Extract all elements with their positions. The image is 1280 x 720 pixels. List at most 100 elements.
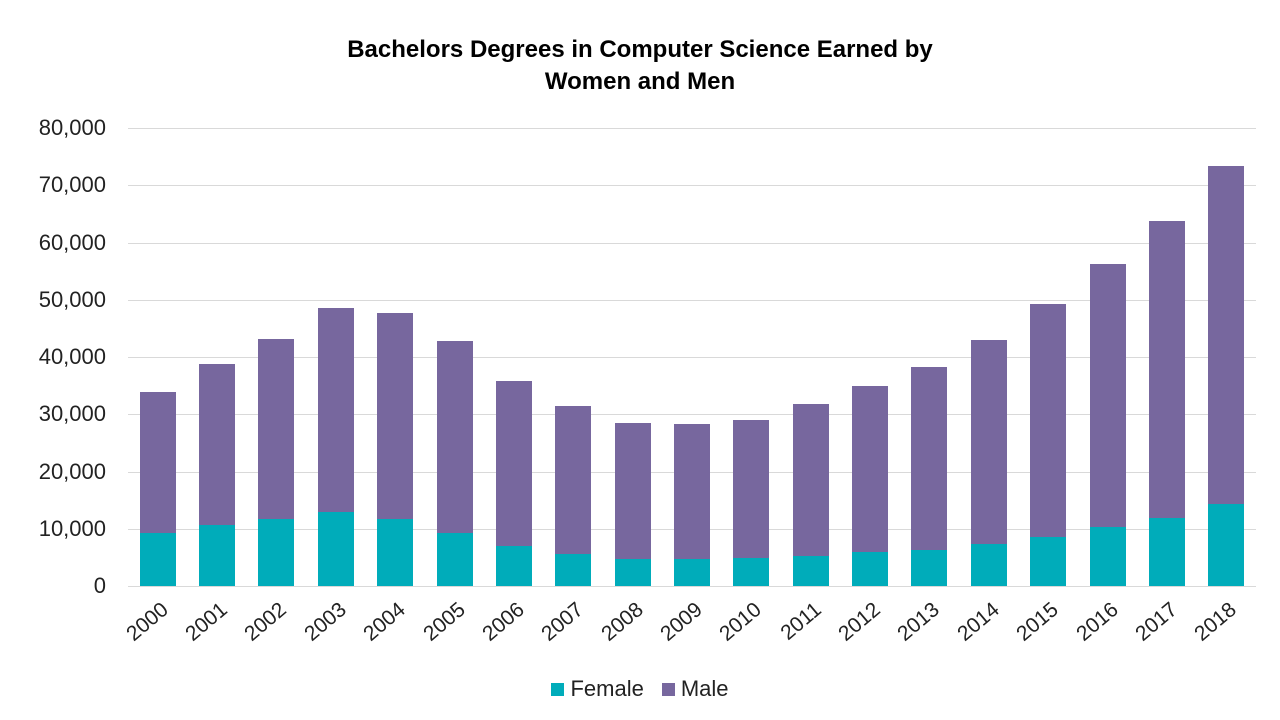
bar-2013[interactable] bbox=[911, 366, 948, 586]
bar-segment-female[interactable] bbox=[911, 549, 948, 586]
legend-label-male: Male bbox=[680, 676, 729, 701]
bar-segment-female[interactable] bbox=[733, 557, 770, 586]
y-tick-label: 20,000 bbox=[38, 458, 106, 484]
gridline bbox=[128, 299, 1256, 301]
bar-segment-female[interactable] bbox=[258, 519, 295, 586]
bar-segment-female[interactable] bbox=[792, 556, 829, 586]
bar-segment-male[interactable] bbox=[199, 363, 236, 525]
legend-item-female[interactable]: Female bbox=[551, 676, 644, 702]
bar-2018[interactable] bbox=[1208, 165, 1245, 586]
y-tick-label: 70,000 bbox=[38, 172, 106, 198]
y-tick-label: 40,000 bbox=[38, 344, 106, 369]
bar-2006[interactable] bbox=[495, 381, 532, 586]
chart-title: Bachelors Degrees in Computer Science Ea… bbox=[0, 34, 1280, 98]
bar-2014[interactable] bbox=[970, 339, 1007, 586]
chart-title-line-1: Bachelors Degrees in Computer Science Ea… bbox=[347, 36, 933, 63]
bar-segment-male[interactable] bbox=[614, 422, 651, 560]
bar-segment-female[interactable] bbox=[852, 552, 889, 586]
legend-item-male[interactable]: Male bbox=[661, 676, 729, 702]
x-tick-label: 2010 bbox=[715, 598, 767, 646]
gridline bbox=[128, 414, 1256, 416]
bar-segment-male[interactable] bbox=[317, 307, 354, 513]
bar-2015[interactable] bbox=[1030, 303, 1067, 586]
bar-segment-female[interactable] bbox=[139, 532, 176, 586]
x-tick-label: 2015 bbox=[1012, 598, 1063, 646]
x-tick-label: 2000 bbox=[121, 598, 173, 646]
bar-segment-female[interactable] bbox=[555, 553, 592, 586]
bar-segment-female[interactable] bbox=[1148, 517, 1185, 586]
male-swatch-icon bbox=[661, 682, 675, 696]
bar-segment-male[interactable] bbox=[674, 423, 710, 560]
bar-2005[interactable] bbox=[436, 340, 473, 586]
bar-segment-female[interactable] bbox=[674, 559, 710, 586]
x-tick-label: 2002 bbox=[240, 598, 292, 646]
y-tick-label: 60,000 bbox=[38, 229, 106, 255]
bar-segment-male[interactable] bbox=[852, 386, 889, 553]
x-tick-label: 2003 bbox=[299, 598, 351, 646]
bar-segment-female[interactable] bbox=[614, 559, 651, 586]
bar-2000[interactable] bbox=[139, 391, 176, 586]
bar-segment-female[interactable] bbox=[1030, 536, 1067, 586]
y-tick-label: 80,000 bbox=[38, 115, 106, 140]
x-tick-label: 2008 bbox=[596, 598, 648, 646]
bar-segment-female[interactable] bbox=[436, 532, 473, 586]
x-tick-label: 2014 bbox=[953, 598, 1004, 646]
bar-segment-male[interactable] bbox=[911, 366, 948, 550]
bar-segment-male[interactable] bbox=[970, 339, 1007, 544]
bar-2003[interactable] bbox=[317, 307, 354, 586]
bar-segment-female[interactable] bbox=[970, 543, 1007, 586]
y-tick-label: 30,000 bbox=[38, 401, 106, 427]
x-tick-label: 2018 bbox=[1190, 598, 1242, 646]
bar-segment-male[interactable] bbox=[792, 403, 829, 557]
bar-segment-male[interactable] bbox=[733, 419, 770, 558]
bar-segment-female[interactable] bbox=[377, 519, 414, 586]
bar-segment-female[interactable] bbox=[1208, 504, 1245, 586]
bar-segment-male[interactable] bbox=[436, 340, 473, 533]
x-tick-label: 2012 bbox=[834, 598, 885, 646]
x-tick-label: 2017 bbox=[1131, 598, 1182, 646]
bar-segment-male[interactable] bbox=[1208, 165, 1245, 505]
bar-segment-male[interactable] bbox=[1089, 264, 1126, 528]
x-tick-label: 2001 bbox=[181, 598, 232, 646]
bar-2012[interactable] bbox=[852, 386, 889, 586]
bar-2017[interactable] bbox=[1148, 220, 1185, 586]
bar-segment-male[interactable] bbox=[377, 312, 414, 520]
legend-label-female: Female bbox=[570, 676, 644, 701]
bar-2001[interactable] bbox=[199, 363, 236, 586]
gridline bbox=[128, 357, 1256, 358]
x-tick-label: 2009 bbox=[656, 598, 707, 646]
bar-segment-male[interactable] bbox=[258, 339, 295, 520]
x-tick-label: 2006 bbox=[478, 598, 529, 646]
bar-segment-male[interactable] bbox=[1148, 220, 1185, 518]
legend: Female Male bbox=[0, 676, 1280, 702]
x-tick-label: 2016 bbox=[1071, 598, 1123, 646]
bar-2004[interactable] bbox=[377, 312, 414, 586]
chart-title-line-2: Women and Men bbox=[544, 68, 736, 95]
x-tick-label: 2005 bbox=[418, 598, 470, 646]
bar-segment-male[interactable] bbox=[139, 391, 176, 533]
gridline bbox=[128, 185, 1256, 187]
bar-2016[interactable] bbox=[1089, 264, 1126, 586]
bar-segment-male[interactable] bbox=[1030, 303, 1067, 537]
bar-segment-female[interactable] bbox=[1089, 527, 1126, 586]
bar-2010[interactable] bbox=[733, 419, 770, 586]
bar-segment-male[interactable] bbox=[495, 381, 532, 546]
female-swatch-icon bbox=[551, 682, 565, 696]
gridline bbox=[128, 586, 1256, 587]
x-tick-label: 2013 bbox=[893, 598, 945, 646]
gridline bbox=[128, 242, 1256, 244]
y-tick-label: 0 bbox=[93, 573, 106, 598]
x-tick-label: 2011 bbox=[776, 598, 826, 645]
bar-segment-female[interactable] bbox=[199, 524, 236, 586]
bar-2009[interactable] bbox=[674, 423, 710, 586]
bar-segment-male[interactable] bbox=[555, 406, 592, 554]
y-tick-label: 50,000 bbox=[38, 286, 106, 312]
bar-2002[interactable] bbox=[258, 339, 295, 586]
bar-2011[interactable] bbox=[792, 403, 829, 586]
bar-segment-female[interactable] bbox=[495, 545, 532, 586]
bar-2008[interactable] bbox=[614, 422, 651, 586]
bar-2007[interactable] bbox=[555, 406, 592, 586]
y-tick-label: 10,000 bbox=[38, 515, 106, 541]
x-tick-label: 2004 bbox=[359, 598, 410, 646]
bar-segment-female[interactable] bbox=[317, 512, 354, 586]
